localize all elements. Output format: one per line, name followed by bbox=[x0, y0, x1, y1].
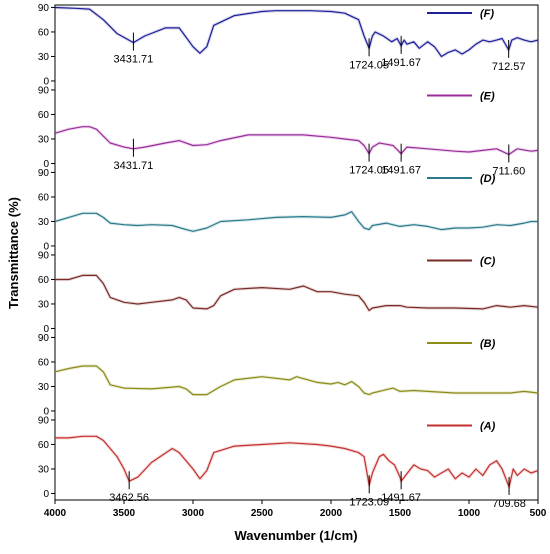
panel-b: 0 30 60 90 (B) bbox=[38, 333, 539, 417]
y-tick-label-f-30: 30 bbox=[38, 52, 50, 63]
series-line-b bbox=[54, 365, 539, 396]
series-line-e bbox=[54, 126, 539, 156]
y-tick-label-b-90: 90 bbox=[38, 333, 50, 344]
y-tick-label-a-90: 90 bbox=[38, 415, 50, 426]
peak-label-e-1491.67: 1491.67 bbox=[381, 165, 421, 177]
x-tick-label-3000: 3000 bbox=[182, 508, 205, 519]
y-axis-title: Transmittance (%) bbox=[6, 197, 21, 309]
y-tick-label-d-90: 90 bbox=[38, 168, 50, 179]
plot-frame bbox=[54, 4, 539, 501]
y-tick-label-d-30: 30 bbox=[38, 217, 50, 228]
x-tick-label-500: 500 bbox=[530, 508, 547, 519]
peak-label-a-1491.67: 1491.67 bbox=[381, 492, 421, 504]
legend-label-f: (F) bbox=[480, 8, 494, 20]
y-tick-label-d-60: 60 bbox=[38, 192, 50, 203]
legend-label-e: (E) bbox=[480, 91, 495, 103]
y-tick-label-f-90: 90 bbox=[38, 3, 50, 14]
y-tick-label-f-0: 0 bbox=[43, 76, 49, 87]
peak-label-a-3462.56: 3462.56 bbox=[109, 492, 149, 504]
x-axis-title: Wavenumber (1/cm) bbox=[234, 528, 357, 543]
y-tick-label-b-0: 0 bbox=[43, 406, 49, 417]
y-tick-label-b-30: 30 bbox=[38, 382, 50, 393]
series-halo-f bbox=[54, 5, 539, 59]
peak-label-a-1723.09: 1723.09 bbox=[349, 496, 389, 508]
x-tick-label-2000: 2000 bbox=[320, 508, 343, 519]
legend-label-c: (C) bbox=[480, 256, 496, 268]
peak-label-e-1724.05: 1724.05 bbox=[349, 165, 389, 177]
legend-label-a: (A) bbox=[480, 421, 496, 433]
peak-label-a-709.68: 709.68 bbox=[492, 498, 526, 510]
series-halo-b bbox=[54, 364, 539, 397]
y-tick-label-c-30: 30 bbox=[38, 299, 50, 310]
y-tick-label-a-0: 0 bbox=[43, 489, 49, 500]
peak-label-e-3431.71: 3431.71 bbox=[114, 160, 154, 172]
series-line-c bbox=[55, 274, 539, 312]
series-line-f bbox=[54, 6, 539, 58]
y-tick-label-e-0: 0 bbox=[43, 159, 49, 170]
peak-label-f-712.57: 712.57 bbox=[492, 61, 526, 73]
y-tick-label-d-0: 0 bbox=[43, 241, 49, 252]
peak-label-f-1724.05: 1724.05 bbox=[349, 59, 389, 71]
series-halo-c bbox=[55, 273, 539, 313]
y-tick-label-e-90: 90 bbox=[38, 85, 50, 96]
x-tick-label-4000: 4000 bbox=[44, 508, 67, 519]
x-tick-label-1500: 1500 bbox=[389, 508, 412, 519]
panel-c: 0 30 60 90 (C) bbox=[38, 250, 539, 335]
y-tick-label-c-60: 60 bbox=[38, 275, 50, 286]
y-tick-label-e-60: 60 bbox=[38, 110, 50, 121]
panel-d: 0 30 60 90 (D) bbox=[38, 168, 538, 252]
legend-label-d: (D) bbox=[480, 173, 496, 185]
y-tick-label-a-30: 30 bbox=[38, 464, 50, 475]
y-tick-label-c-0: 0 bbox=[43, 324, 49, 335]
peak-label-f-1491.67: 1491.67 bbox=[381, 57, 421, 69]
y-tick-label-b-60: 60 bbox=[38, 357, 50, 368]
series-halo-a bbox=[55, 434, 539, 489]
series-line-d bbox=[54, 211, 538, 232]
y-tick-label-c-90: 90 bbox=[38, 250, 50, 261]
series-line-a bbox=[55, 435, 539, 488]
peak-label-e-711.60: 711.60 bbox=[492, 165, 525, 177]
series-halo-e bbox=[54, 125, 539, 157]
y-tick-label-a-60: 60 bbox=[38, 440, 50, 451]
peak-label-f-3431.71: 3431.71 bbox=[114, 54, 154, 66]
legend-label-b: (B) bbox=[480, 338, 496, 350]
x-tick-label-1000: 1000 bbox=[458, 508, 481, 519]
x-axis: 4000 3500 3000 2500 2000 1500 1000 500 bbox=[44, 500, 547, 519]
y-tick-label-f-60: 60 bbox=[38, 27, 50, 38]
x-tick-label-2500: 2500 bbox=[251, 508, 274, 519]
y-tick-label-e-30: 30 bbox=[38, 134, 50, 145]
x-tick-label-3500: 3500 bbox=[113, 508, 136, 519]
